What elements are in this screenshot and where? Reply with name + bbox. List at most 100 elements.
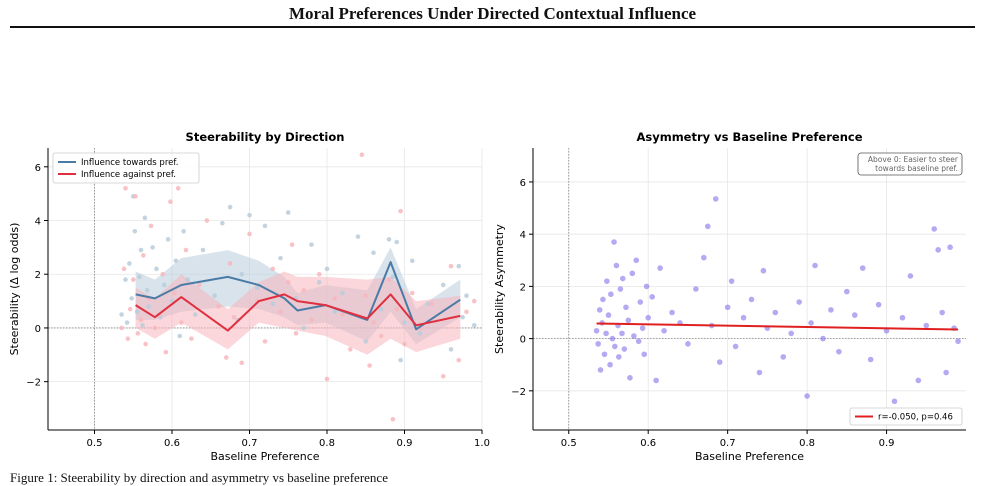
scatter-point-towards (134, 309, 140, 315)
scatter-point-towards (142, 215, 148, 221)
scatter-point-towards (138, 247, 144, 253)
scatter-point-towards (200, 247, 206, 253)
y-tick-label: −2 (26, 378, 41, 389)
legend-label: r=-0.050, p=0.46 (878, 413, 953, 423)
scatter-point (607, 361, 613, 368)
scatter-point (608, 291, 614, 298)
x-tick-label: 0.8 (799, 438, 815, 449)
scatter-point-against (163, 349, 169, 355)
scatter-point-against (270, 266, 276, 272)
scatter-point-towards (227, 204, 233, 210)
scatter-point-towards (278, 255, 283, 261)
scatter-point (601, 351, 608, 358)
annotation-box (857, 152, 963, 176)
scatter-point (627, 374, 633, 381)
scatter-point-against (189, 336, 194, 341)
scatter-point-towards (127, 261, 132, 266)
scatter-point-towards (456, 263, 462, 269)
scatter-point (661, 327, 667, 334)
scatter-point-towards (332, 309, 338, 315)
scatter-point-against (135, 331, 141, 336)
scatter-point-towards (417, 331, 423, 336)
y-tick-label: 4 (520, 230, 526, 241)
scatter-point-towards (471, 322, 477, 328)
scatter-point-against (183, 247, 189, 253)
scatter-point-against (127, 306, 133, 312)
scatter-point (828, 307, 834, 313)
scatter-point-against (227, 261, 233, 266)
chart-title: Asymmetry vs Baseline Preference (636, 130, 862, 144)
scatter-point-towards (150, 245, 155, 250)
scatter-point-towards (309, 242, 314, 247)
scatter-point-against (456, 357, 462, 363)
scatter-point-towards (254, 285, 260, 290)
scatter-point (859, 265, 866, 271)
scatter-point (593, 327, 600, 334)
scatter-point-against (359, 152, 365, 158)
scatter-point (633, 257, 640, 264)
scatter-point-towards (124, 320, 130, 325)
x-axis-label: Baseline Preference (695, 450, 804, 463)
x-tick-label: 0.5 (561, 438, 577, 449)
scatter-point-towards (464, 293, 469, 299)
scatter-point-towards (181, 228, 186, 234)
y-tick-label: 4 (35, 217, 41, 228)
scatter-point (943, 369, 949, 376)
scatter-point (915, 377, 922, 384)
scatter-point-against (347, 347, 353, 352)
scatter-point (613, 262, 620, 269)
scatter-point (612, 343, 618, 350)
scatter-point-against (121, 266, 127, 272)
scatter-point-against (371, 320, 376, 325)
scatter-point-against (231, 314, 237, 320)
x-axis-label: Baseline Preference (210, 450, 319, 463)
annotation-text: Above 0: Easier to steer (868, 155, 959, 164)
scatter-point-against (448, 263, 454, 269)
y-tick-label: 0 (520, 335, 526, 346)
scatter-point (609, 335, 616, 342)
scatter-point (939, 309, 945, 316)
scatter-point-against (262, 339, 268, 344)
scatter-point (812, 262, 818, 269)
y-tick-label: 0 (35, 324, 41, 335)
y-axis-label: Steerability Asymmetry (493, 224, 506, 354)
scatter-point-towards (132, 228, 138, 234)
scatter-point-against (324, 376, 330, 382)
scatter-point-against (402, 341, 407, 347)
scatter-point-against (148, 223, 154, 229)
scatter-point (931, 226, 938, 232)
scatter-point-against (141, 253, 146, 258)
scatter-point (616, 354, 622, 360)
legend-box (849, 407, 963, 426)
scatter-point (643, 283, 650, 290)
scatter-point (604, 278, 610, 284)
chart-title: Steerability by Direction (186, 130, 345, 144)
scatter-point-towards (378, 306, 384, 312)
scatter-point (611, 239, 617, 245)
scatter-point-against (172, 290, 177, 296)
x-tick-label: 0.6 (640, 438, 656, 449)
scatter-point-towards (425, 301, 431, 307)
y-tick-label: 2 (520, 282, 526, 293)
scatter-point (907, 273, 914, 279)
scatter-point-towards (144, 288, 150, 293)
scatter-point-towards (301, 325, 307, 331)
scatter-point (804, 393, 810, 399)
scatter-point (619, 330, 625, 337)
scatter-point-against (394, 306, 400, 312)
scatter-point (748, 296, 755, 303)
scatter-point (641, 351, 648, 358)
scatter-point (740, 314, 747, 321)
scatter-point-towards (390, 274, 396, 280)
scatter-point-towards (140, 322, 145, 328)
scatter-point (596, 307, 603, 313)
scatter-point-towards (394, 239, 400, 245)
scatter-point-towards (398, 357, 403, 363)
scatter-point (899, 314, 906, 321)
scatter-point (621, 346, 628, 352)
scatter-point (851, 312, 858, 318)
scatter-point (619, 275, 626, 282)
scatter-point (732, 343, 739, 350)
scatter-point-towards (185, 277, 190, 282)
